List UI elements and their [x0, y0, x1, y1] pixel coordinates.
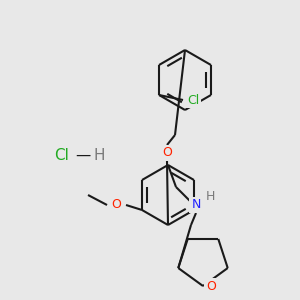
Text: Cl: Cl: [187, 94, 199, 106]
Text: H: H: [93, 148, 105, 163]
Text: N: N: [191, 199, 201, 212]
Text: Cl: Cl: [55, 148, 69, 163]
Text: —: —: [75, 148, 91, 163]
Text: H: H: [205, 190, 215, 203]
Text: O: O: [206, 280, 216, 292]
Text: O: O: [111, 199, 121, 212]
Text: O: O: [162, 146, 172, 160]
